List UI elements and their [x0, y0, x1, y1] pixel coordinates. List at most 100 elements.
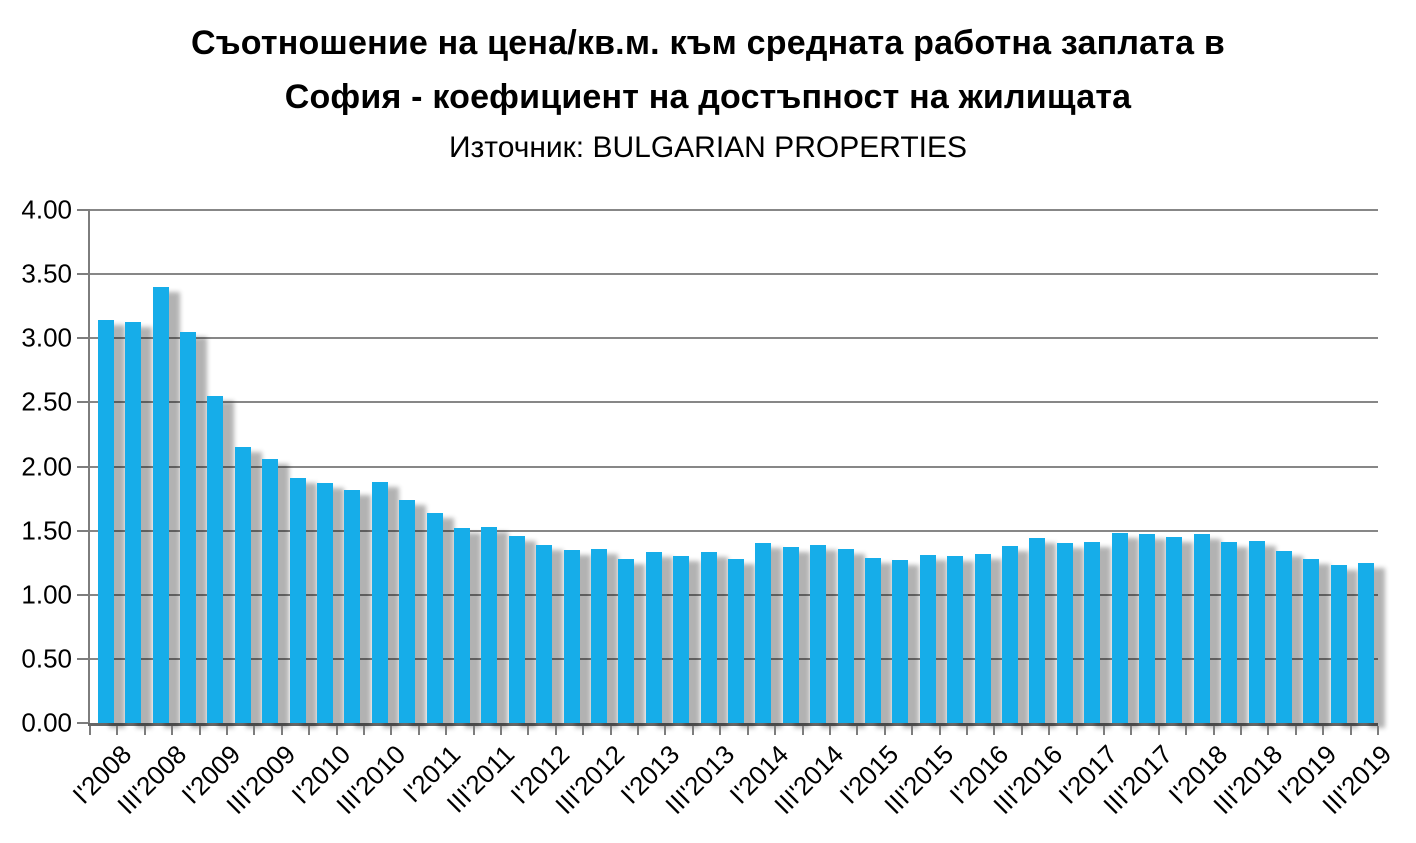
x-axis-tick — [774, 726, 777, 735]
bar-IV'2014 — [837, 548, 854, 723]
bar-I'2016 — [974, 553, 991, 723]
chart-title-line-2: София - коефициент на достъпност на жили… — [284, 78, 1132, 116]
x-axis-tick — [1294, 726, 1297, 735]
x-axis-tick — [527, 726, 530, 735]
x-axis-tick — [89, 726, 91, 735]
bar-I'2014 — [755, 543, 772, 723]
y-axis-tick — [77, 273, 90, 276]
y-axis-tick — [77, 529, 90, 532]
bar-III'2019 — [1358, 562, 1375, 723]
bar-II'2009 — [234, 447, 251, 723]
bar-I'2018 — [1193, 534, 1210, 723]
bar-II'2018 — [1221, 542, 1238, 723]
y-tick-label: 1.00 — [21, 579, 72, 610]
x-axis-tick — [828, 726, 831, 735]
x-axis-tick — [1048, 726, 1051, 735]
x-axis — [88, 723, 1378, 726]
y-axis-tick — [77, 465, 90, 468]
x-axis-tick — [1157, 726, 1160, 735]
x-axis-tick — [335, 726, 338, 735]
x-axis-tick — [1075, 726, 1078, 735]
gridline — [90, 273, 1378, 276]
bar-IV'2018 — [1276, 551, 1293, 723]
x-axis-tick — [171, 726, 174, 735]
bar-III'2010 — [371, 481, 388, 723]
bar-II'2012 — [563, 549, 580, 723]
x-axis-tick — [1212, 726, 1215, 735]
bar-I'2009 — [207, 395, 224, 723]
y-tick-label: 0.00 — [21, 707, 72, 738]
x-axis-tick — [308, 726, 311, 735]
y-axis-tick — [77, 593, 90, 596]
x-axis-tick — [253, 726, 256, 735]
bar-I'2013 — [645, 552, 662, 723]
x-axis-tick — [417, 726, 420, 735]
bar-I'2012 — [536, 544, 553, 723]
bar-II'2010 — [344, 489, 361, 723]
x-axis-tick — [582, 726, 585, 735]
y-axis — [88, 210, 90, 726]
bar-III'2015 — [919, 554, 936, 723]
x-axis-tick — [1377, 726, 1379, 735]
x-axis-tick — [554, 726, 557, 735]
y-tick-label: 3.00 — [21, 322, 72, 353]
x-axis-tick — [911, 726, 914, 735]
x-axis-tick — [746, 726, 749, 735]
x-axis-tick — [226, 726, 229, 735]
x-axis-tick — [1239, 726, 1242, 735]
y-tick-label: 2.00 — [21, 451, 72, 481]
bar-I'2008 — [97, 320, 114, 723]
x-axis-tick — [856, 726, 859, 735]
bar-II'2011 — [453, 528, 470, 723]
y-tick-label: 1.50 — [21, 515, 72, 546]
y-tick-label: 2.50 — [21, 386, 72, 417]
gridline — [90, 529, 1378, 532]
x-axis-tick — [1185, 726, 1188, 735]
bar-III'2013 — [700, 552, 717, 723]
bar-III'2016 — [1029, 538, 1046, 723]
bar-IV'2013 — [728, 558, 744, 723]
x-axis-tick — [965, 726, 968, 735]
chart-title-line-1: Съотношение на цена/кв.м. към средната р… — [191, 24, 1225, 62]
bar-IV'2012 — [618, 558, 635, 723]
x-axis-tick — [143, 726, 146, 735]
bar-III'2009 — [262, 458, 279, 723]
y-axis-tick — [77, 722, 90, 724]
bar-IV'2017 — [1166, 537, 1183, 723]
x-axis-tick — [1130, 726, 1133, 735]
x-axis-tick — [691, 726, 694, 735]
bar-II'2008 — [125, 321, 142, 723]
x-axis-tick — [664, 726, 667, 735]
x-axis-tick — [938, 726, 941, 735]
bar-III'2014 — [810, 544, 827, 723]
bar-III'2017 — [1139, 534, 1156, 723]
bar-III'2008 — [152, 286, 169, 723]
bar-III'2018 — [1248, 540, 1265, 723]
bar-II'2013 — [673, 556, 690, 723]
gridline — [90, 465, 1378, 468]
bar-IV'2008 — [179, 331, 196, 723]
y-axis-tick — [77, 657, 90, 660]
gridline — [90, 337, 1378, 340]
bar-II'2017 — [1111, 533, 1128, 723]
y-tick-label: 3.50 — [21, 258, 72, 289]
y-tick-label: 4.00 — [21, 194, 72, 225]
x-axis-tick — [609, 726, 612, 735]
bar-I'2011 — [426, 512, 443, 723]
x-axis-tick — [1020, 726, 1023, 735]
bar-III'2011 — [481, 526, 498, 723]
bar-I'2015 — [865, 557, 882, 723]
bar-IV'2011 — [508, 535, 525, 723]
bar-I'2010 — [316, 483, 333, 723]
x-axis-tick — [883, 726, 886, 735]
bar-II'2019 — [1330, 565, 1347, 723]
x-axis-tick — [719, 726, 722, 735]
y-axis-tick — [77, 401, 90, 404]
chart-source-subtitle: Източник: BULGARIAN PROPERTIES — [448, 131, 968, 164]
x-axis-tick — [116, 726, 119, 735]
x-axis-tick — [801, 726, 804, 735]
x-axis-tick — [472, 726, 475, 735]
x-axis-tick — [390, 726, 393, 735]
bar-I'2019 — [1303, 558, 1320, 723]
